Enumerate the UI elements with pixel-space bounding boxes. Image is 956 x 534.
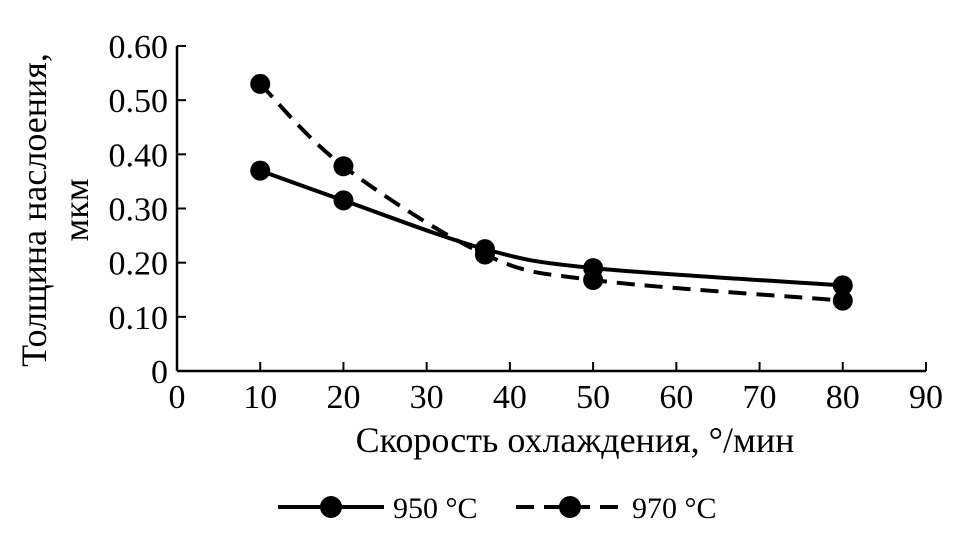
x-tick-label: 50 [576, 379, 610, 416]
data-point-series-1 [333, 190, 354, 211]
y-tick-label: 0.20 [109, 246, 169, 283]
x-tick-label: 10 [243, 379, 277, 416]
data-point-series-2 [583, 270, 604, 290]
y-tick-label: 0.30 [109, 192, 169, 229]
series-line-1 [259, 168, 843, 288]
data-point-series-2 [333, 156, 354, 177]
y-axis-title-unit: мкм [56, 178, 96, 241]
data-point-series-2 [832, 290, 853, 311]
y-tick-label: 0.50 [109, 83, 169, 120]
legend: 950 °C 970 °C [278, 492, 717, 525]
y-ticks: 0 0.10 0.20 0.30 0.40 0.50 0.60 [109, 29, 186, 391]
x-axis-title: Скорость охлаждения, °/мин [356, 420, 795, 460]
x-tick-label: 60 [659, 379, 693, 416]
legend-label: 950 °C [393, 492, 478, 525]
x-tick-label: 40 [493, 379, 527, 416]
x-ticks: 0 10 20 30 40 50 60 70 80 90 [169, 362, 943, 416]
y-tick-label: 0.60 [109, 29, 169, 66]
x-tick-label: 80 [826, 379, 860, 416]
x-tick-label: 20 [326, 379, 360, 416]
legend-label: 970 °C [632, 492, 717, 525]
data-point-series-2 [474, 244, 495, 265]
x-tick-label: 70 [743, 379, 777, 416]
y-tick-label: 0.40 [109, 137, 169, 174]
x-tick-label: 90 [909, 379, 943, 416]
legend-marker [559, 496, 581, 518]
y-tick-label: 0 [151, 354, 168, 391]
axes [175, 46, 926, 373]
y-axis-title: Толщина наслоения, [14, 53, 54, 367]
plot-markers [250, 73, 853, 311]
y-tick-label: 0.10 [109, 300, 169, 337]
data-point-series-1 [250, 160, 271, 181]
data-point-series-1 [832, 275, 853, 296]
legend-marker [320, 496, 342, 518]
legend-item-970: 970 °C [516, 492, 717, 525]
x-tick-label: 0 [169, 379, 186, 416]
x-tick-label: 30 [410, 379, 444, 416]
legend-item-950: 950 °C [278, 492, 478, 525]
data-point-series-2 [250, 73, 271, 94]
